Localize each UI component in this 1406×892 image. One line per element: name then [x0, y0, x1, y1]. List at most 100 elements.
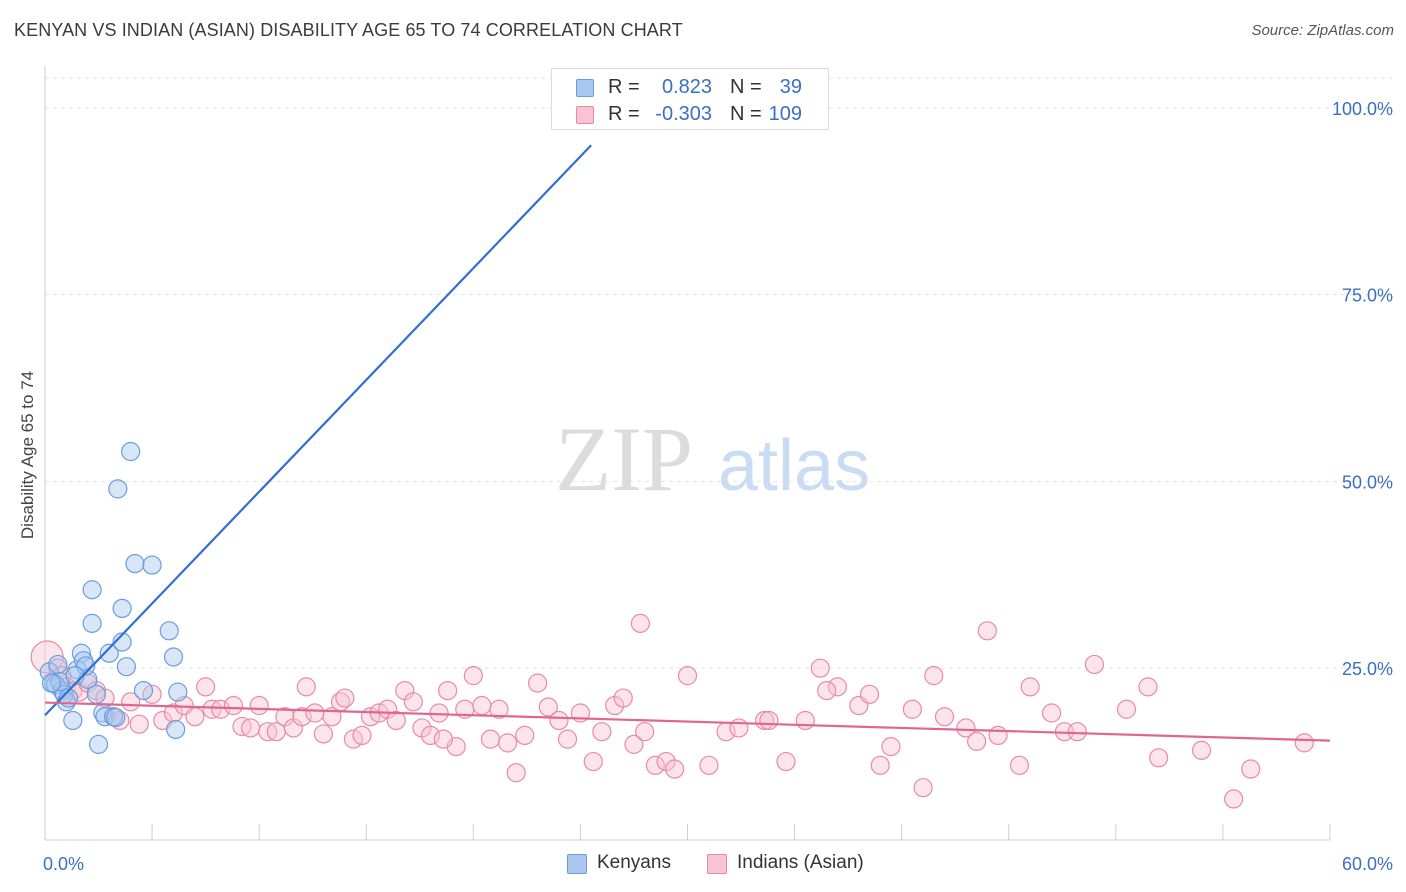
indian-point [527, 673, 548, 693]
kenyan-point [125, 553, 145, 574]
gridlines [45, 77, 1392, 669]
indian-point [870, 755, 890, 775]
indian-point [1224, 789, 1244, 809]
indian-point [665, 759, 685, 779]
indian-point [967, 731, 987, 751]
indian-point [557, 729, 578, 749]
indian-point [583, 751, 603, 772]
indian-point [506, 763, 526, 783]
legend-swatch-indians [707, 854, 727, 874]
legend-n-value: 39 [779, 76, 802, 98]
chart-title: KENYAN VS INDIAN (ASIAN) DISABILITY AGE … [14, 20, 683, 40]
trend-lines [44, 144, 1331, 742]
y-tick-label: 25.0% [1342, 659, 1393, 679]
indian-point [296, 677, 316, 697]
x-tick-label: 60.0% [1342, 854, 1393, 874]
zipatlas-watermark: ZIP atlas [555, 408, 870, 510]
legend-swatch-kenyans [567, 854, 587, 874]
indian-point [810, 658, 830, 678]
indian-point [249, 695, 269, 716]
indian-point [1020, 677, 1040, 697]
indian-point [433, 729, 453, 749]
legend-label-kenyans: Kenyans [597, 852, 671, 873]
legend-r-label: R = [608, 103, 640, 125]
indian-point [592, 722, 612, 742]
indian-point [1009, 755, 1030, 775]
kenyan-point [112, 632, 132, 652]
kenyan-point [112, 598, 132, 619]
indian-point [677, 666, 698, 686]
source-credit: Source: ZipAtlas.com [1251, 22, 1394, 39]
kenyan-point [116, 657, 136, 677]
indian-point [630, 613, 650, 633]
indian-point [420, 725, 441, 746]
indian-point [1241, 759, 1261, 779]
indian-point [613, 688, 633, 708]
indian-point [902, 699, 922, 719]
kenyan-point [159, 621, 179, 641]
indian-point [498, 733, 518, 753]
kenyan-point [88, 734, 109, 754]
indian-point [313, 724, 334, 744]
kenyan-point [76, 656, 96, 676]
indian-point [211, 699, 231, 719]
legend-label-indians: Indians (Asian) [737, 852, 864, 873]
indian-point [1149, 748, 1169, 768]
kenyan-point [86, 684, 107, 704]
indian-point [817, 680, 837, 701]
x-tick-label: 0.0% [43, 854, 84, 874]
kenyan-point [163, 647, 184, 667]
legend-r-value: 0.823 [661, 76, 712, 98]
kenyan-point [108, 479, 128, 499]
indian-point [956, 718, 976, 738]
indian-point [1067, 722, 1087, 742]
kenyan-point [121, 441, 141, 462]
indian-point [1294, 733, 1314, 753]
legend-row-kenyans: R = 0.823 N = 39 [552, 74, 828, 100]
watermark-atlas: atlas [718, 426, 870, 506]
kenyan-point [63, 710, 83, 731]
legend-r-value: -0.303 [655, 103, 712, 125]
indian-point [438, 680, 458, 701]
correlation-legend: R = 0.823 N = 39 R = -0.303 N = 109 [551, 68, 829, 130]
kenyan-point [106, 707, 126, 728]
indian-point [549, 710, 569, 731]
indian-point [463, 666, 483, 686]
indian-point [934, 707, 955, 727]
indian-point [827, 677, 848, 697]
indian-point [223, 695, 244, 716]
indian-point [489, 699, 509, 719]
indian-point [795, 710, 815, 731]
indian-point [163, 703, 184, 723]
indian-point [624, 734, 644, 754]
y-tick-label: 100.0% [1332, 99, 1393, 119]
series-legend: Kenyans Indians (Asian) [0, 852, 1406, 878]
indian-point [776, 751, 796, 772]
indian-point [1084, 654, 1105, 675]
kenyan-point [82, 580, 102, 600]
legend-n-label: N = [730, 76, 762, 98]
axes [44, 66, 1331, 841]
indian-point [292, 707, 312, 727]
indian-point [1191, 740, 1212, 760]
indian-point [924, 666, 944, 686]
indian-point [759, 710, 779, 731]
indian-point [859, 684, 880, 704]
indian-point [977, 621, 997, 641]
indian-point [403, 692, 423, 712]
kenyan-point [166, 719, 186, 740]
indian-point [1138, 677, 1158, 697]
legend-n-label: N = [730, 103, 762, 125]
legend-n-value: 109 [768, 103, 802, 125]
kenyan-point [142, 555, 162, 575]
indian-point [386, 710, 406, 731]
indian-point [515, 725, 535, 746]
indian-point [913, 778, 933, 798]
indian-point [185, 707, 205, 727]
indian-point [472, 695, 492, 716]
kenyan-point [71, 643, 92, 663]
legend-swatch-kenyans [576, 79, 594, 97]
indian-point [241, 718, 261, 738]
indian-point [196, 677, 216, 697]
